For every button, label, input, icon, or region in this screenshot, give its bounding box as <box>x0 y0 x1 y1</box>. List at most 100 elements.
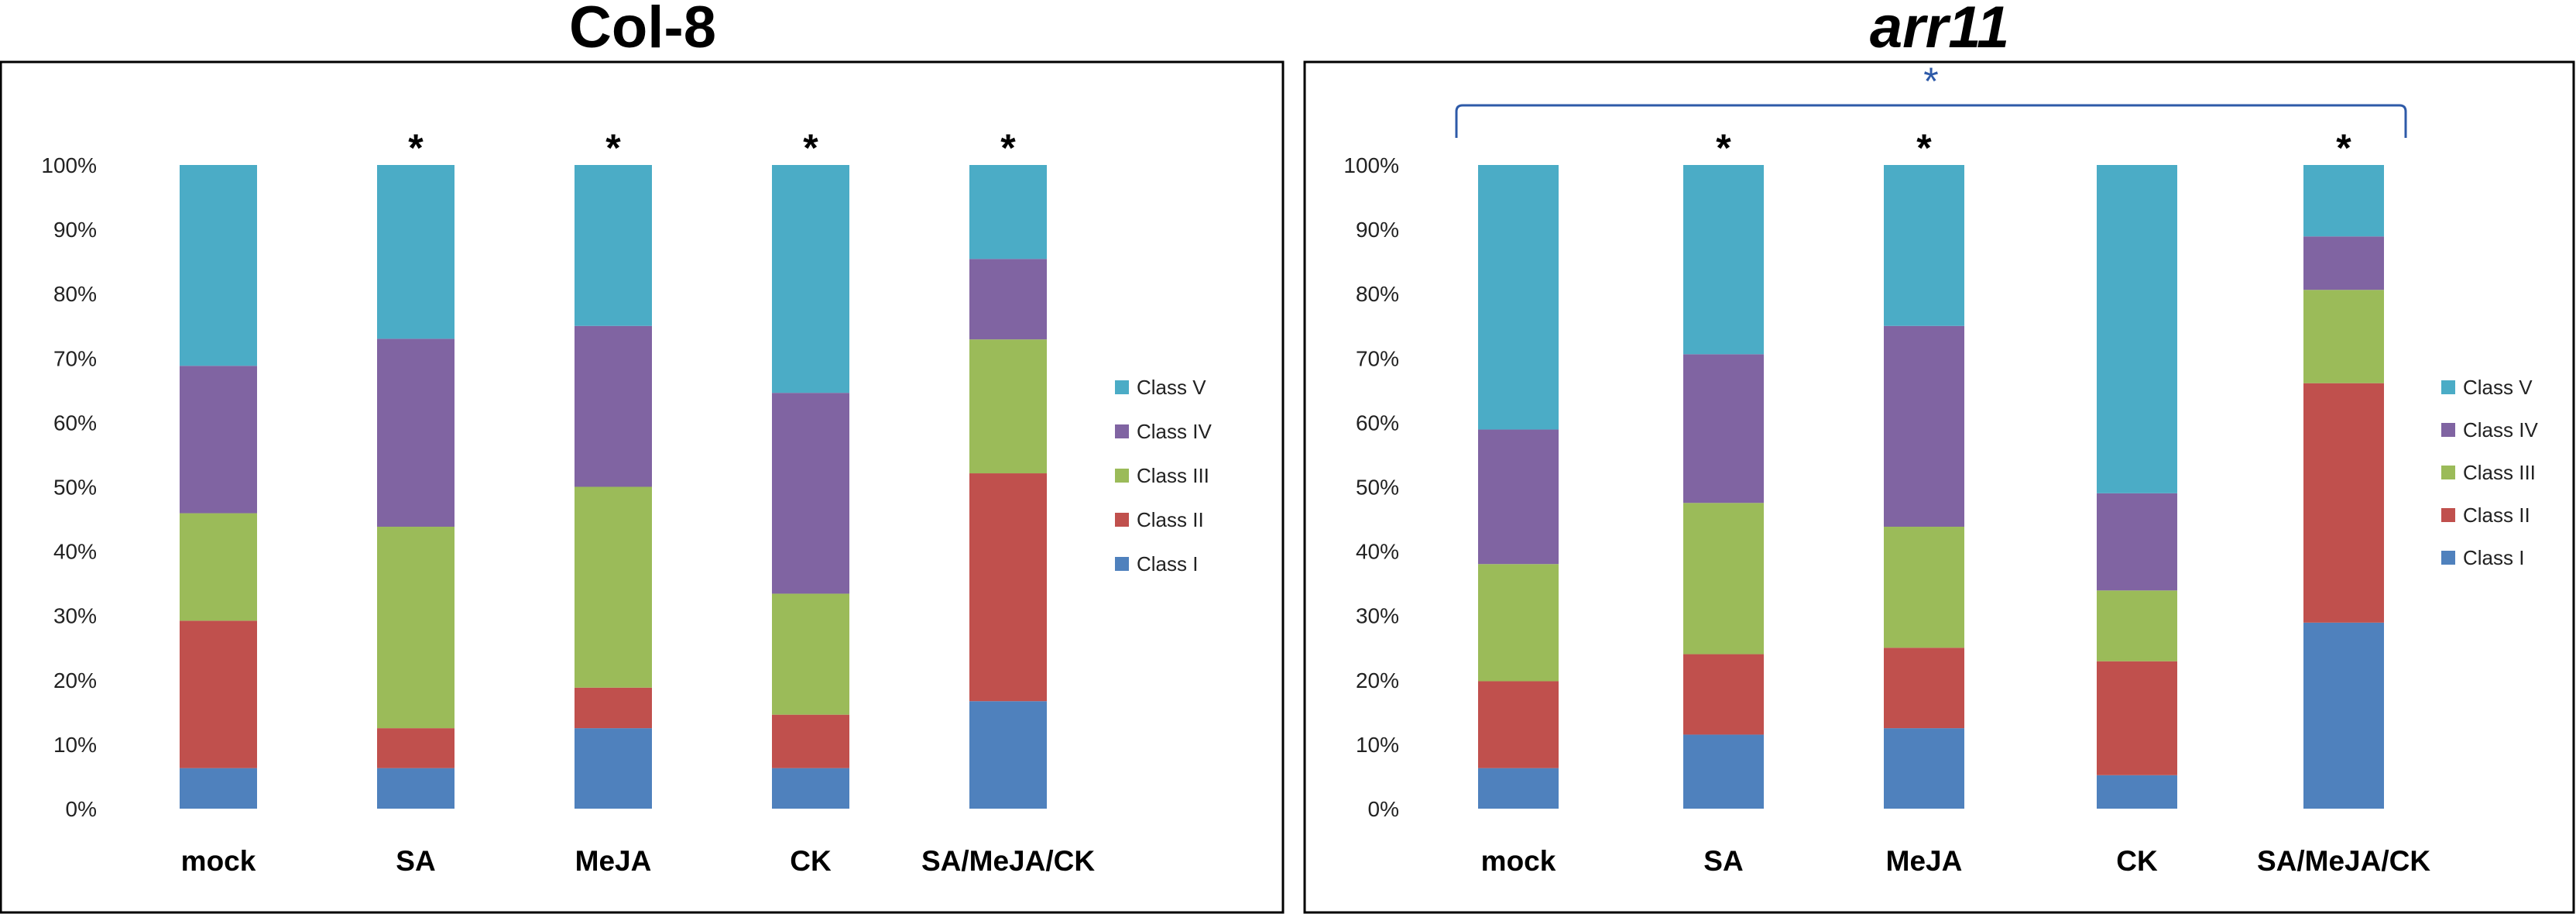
significance-marker: * <box>2336 126 2351 170</box>
legend-swatch <box>1115 557 1129 571</box>
significance-marker: * <box>408 126 424 170</box>
legend-swatch <box>2441 466 2455 479</box>
bar-segment-class-iii <box>1478 564 1559 682</box>
bar-segment-class-ii <box>2303 383 2384 623</box>
legend-swatch <box>2441 380 2455 394</box>
bar-segment-class-ii <box>772 714 849 768</box>
significance-bracket <box>1455 104 2407 138</box>
bar-segment-class-i <box>772 768 849 809</box>
significance-marker: * <box>605 126 621 170</box>
bar-segment-class-i <box>1683 734 1764 809</box>
y-tick-label: 60% <box>53 411 97 435</box>
y-tick-label: 40% <box>1356 540 1399 564</box>
y-tick-label: 0% <box>66 797 97 821</box>
bar-segment-class-ii <box>180 620 257 768</box>
category-label: SA <box>396 845 435 877</box>
category-label: mock <box>1481 845 1556 877</box>
bar-segment-class-iv <box>575 325 652 487</box>
category-label: SA/MeJA/CK <box>921 845 1095 877</box>
y-tick-label: 90% <box>1356 218 1399 242</box>
bar-segment-class-v <box>2303 165 2384 237</box>
legend-entry: Class IV <box>2463 418 2538 442</box>
y-tick-label: 90% <box>53 218 97 242</box>
bar-segment-class-iv <box>969 259 1047 340</box>
category-label: CK <box>790 845 832 877</box>
bar-segment-class-iii <box>180 513 257 621</box>
legend-swatch <box>1115 424 1129 438</box>
legend-entry: Class V <box>1137 376 1206 399</box>
legend-swatch <box>2441 508 2455 522</box>
legend-entry: Class III <box>1137 464 1209 487</box>
bar-segment-class-iv <box>377 338 454 527</box>
y-tick-label: 10% <box>1356 733 1399 757</box>
panel-frame <box>1303 60 2575 914</box>
bar-segment-class-i <box>2097 775 2177 809</box>
y-tick-label: 70% <box>53 346 97 370</box>
y-tick-label: 80% <box>1356 282 1399 306</box>
chart-panel-0: 0% 10% 20% 30% 40% 50% 60% 70% 80% 90% 100% mock SA *… <box>0 60 1285 914</box>
legend-entry: Class IV <box>1137 420 1212 443</box>
y-tick-label: 40% <box>53 540 97 564</box>
y-tick-label: 20% <box>1356 668 1399 692</box>
bar-segment-class-iv <box>180 366 257 514</box>
category-label: SA/MeJA/CK <box>2257 845 2430 877</box>
bar-segment-class-iii <box>1683 503 1764 655</box>
y-tick-label: 50% <box>53 476 97 500</box>
bar-segment-class-iv <box>772 393 849 594</box>
bar-segment-class-v <box>2097 165 2177 493</box>
bar-segment-class-ii <box>1683 654 1764 735</box>
legend-entry: Class I <box>2463 546 2524 569</box>
y-tick-label: 60% <box>1356 411 1399 435</box>
bar-segment-class-iv <box>1884 325 1964 527</box>
bar-segment-class-i <box>1478 768 1559 809</box>
bar-segment-class-iii <box>2303 290 2384 383</box>
category-label: CK <box>2116 845 2158 877</box>
legend-entry: Class I <box>1137 552 1198 576</box>
category-label: MeJA <box>1886 845 1963 877</box>
significance-marker: * <box>1916 126 1932 170</box>
legend-entry: Class II <box>1137 508 1204 531</box>
bar-segment-class-ii <box>1478 681 1559 768</box>
bar-segment-class-iii <box>1884 527 1964 648</box>
bar-segment-class-i <box>575 728 652 809</box>
bracket-significance-marker: * <box>1923 60 1938 103</box>
bar-segment-class-iv <box>2097 493 2177 591</box>
y-tick-label: 50% <box>1356 476 1399 500</box>
y-tick-label: 20% <box>53 668 97 692</box>
bar-segment-class-i <box>969 701 1047 809</box>
bar-segment-class-ii <box>377 728 454 768</box>
significance-marker: * <box>1716 126 1731 170</box>
chart-title-arr11: arr11 <box>1869 0 2010 60</box>
category-label: mock <box>181 845 256 877</box>
bar-segment-class-iv <box>2303 236 2384 290</box>
legend-entry: Class V <box>2463 376 2533 399</box>
chart-title-col8: Col-8 <box>569 0 716 60</box>
bar-segment-class-v <box>377 165 454 339</box>
bar-segment-class-iii <box>969 339 1047 474</box>
y-tick-label: 10% <box>53 733 97 757</box>
panel-frame <box>0 60 1285 914</box>
bar-segment-class-v <box>1683 165 1764 355</box>
y-tick-label: 80% <box>53 282 97 306</box>
bar-segment-class-ii <box>1884 648 1964 729</box>
legend-entry: Class II <box>2463 503 2530 527</box>
category-label: SA <box>1703 845 1743 877</box>
significance-marker: * <box>1000 126 1016 170</box>
y-tick-label: 30% <box>53 604 97 628</box>
bar-segment-class-iv <box>1478 429 1559 565</box>
bar-segment-class-i <box>2303 622 2384 809</box>
bar-segment-class-v <box>1478 165 1559 430</box>
y-tick-label: 100% <box>1343 153 1399 177</box>
legend-swatch <box>2441 551 2455 565</box>
bar-segment-class-ii <box>575 687 652 729</box>
legend-entry: Class III <box>2463 461 2536 484</box>
bar-segment-class-iii <box>377 527 454 729</box>
bar-segment-class-ii <box>2097 661 2177 775</box>
chart-panel-1: 0% 10% 20% 30% 40% 50% 60% 70% 80% 90% 100% mock SA *… <box>1303 60 2575 914</box>
legend-swatch <box>1115 469 1129 483</box>
bar-segment-class-ii <box>969 473 1047 702</box>
y-tick-label: 0% <box>1368 797 1399 821</box>
bar-segment-class-iv <box>1683 354 1764 503</box>
y-tick-label: 100% <box>41 153 97 177</box>
